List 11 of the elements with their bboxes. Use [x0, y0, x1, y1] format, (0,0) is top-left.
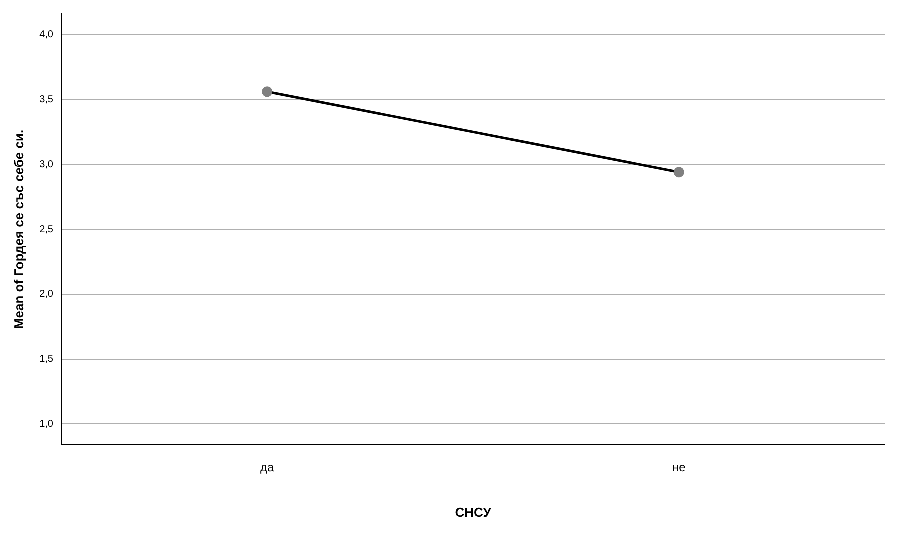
- x-axis-title: СНСУ: [455, 504, 492, 520]
- y-tick-label: 3,0: [40, 159, 54, 170]
- y-tick-label: 2,0: [40, 289, 54, 300]
- y-tick-label: 3,5: [40, 94, 54, 106]
- y-axis-title: Mean of Гордея се със себе си.: [11, 130, 26, 330]
- y-tick-label: 1,0: [40, 418, 54, 430]
- y-tick-label: 1,5: [40, 354, 54, 366]
- y-tick-label: 2,5: [40, 224, 54, 236]
- y-tick-label: 4,0: [40, 30, 54, 41]
- x-tick-label: да: [260, 460, 275, 475]
- x-tick-label: не: [672, 460, 686, 475]
